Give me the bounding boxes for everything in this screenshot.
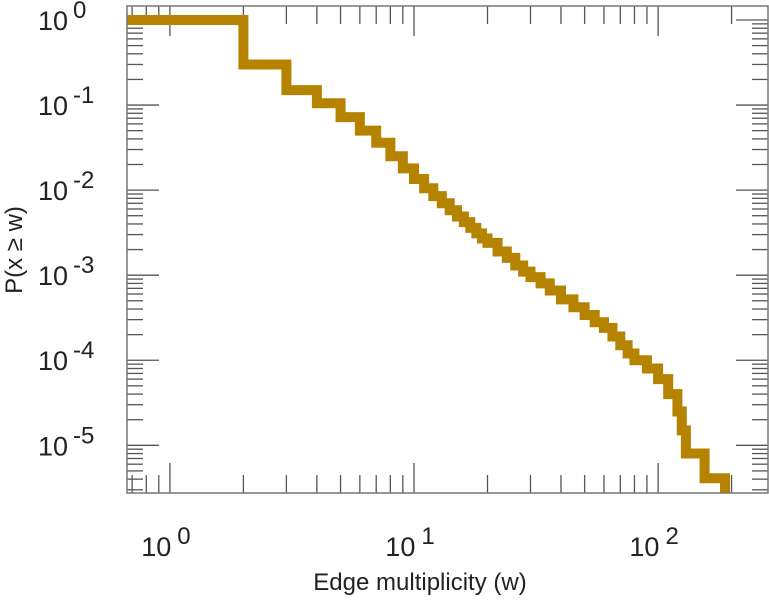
y-tick-label-exponent: -3 bbox=[73, 252, 94, 279]
axis-ticks bbox=[127, 6, 768, 493]
y-tick-label-exponent: -4 bbox=[73, 337, 94, 364]
x-axis-label: Edge multiplicity (w) bbox=[313, 569, 526, 596]
x-tick-label-exponent: 2 bbox=[665, 523, 678, 550]
plot-frame bbox=[126, 5, 769, 494]
y-tick-label: 10 -5 bbox=[38, 422, 94, 461]
series-ccdf-line bbox=[127, 14, 731, 493]
x-tick-label: 10 2 bbox=[629, 523, 678, 562]
y-tick-label: 10 -4 bbox=[38, 337, 94, 376]
y-tick-label: 10 -3 bbox=[38, 252, 94, 291]
y-tick-label: 10 -1 bbox=[38, 82, 94, 121]
y-tick-label: 10 -2 bbox=[38, 167, 94, 206]
x-tick-label-exponent: 1 bbox=[421, 523, 434, 550]
y-tick-label: 10 0 bbox=[38, 0, 86, 36]
y-tick-label-exponent: 0 bbox=[73, 0, 86, 24]
y-tick-label-exponent: -2 bbox=[73, 167, 94, 194]
y-axis-label: P(x ≥ w) bbox=[1, 206, 28, 294]
x-tick-label: 10 1 bbox=[385, 523, 434, 562]
x-tick-label-exponent: 0 bbox=[177, 523, 190, 550]
x-tick-labels: 10 0 10 1 10 2 bbox=[141, 523, 679, 562]
x-tick-label: 10 0 bbox=[141, 523, 190, 562]
y-tick-label-exponent: -5 bbox=[73, 422, 94, 449]
y-tick-label-exponent: -1 bbox=[73, 82, 94, 109]
